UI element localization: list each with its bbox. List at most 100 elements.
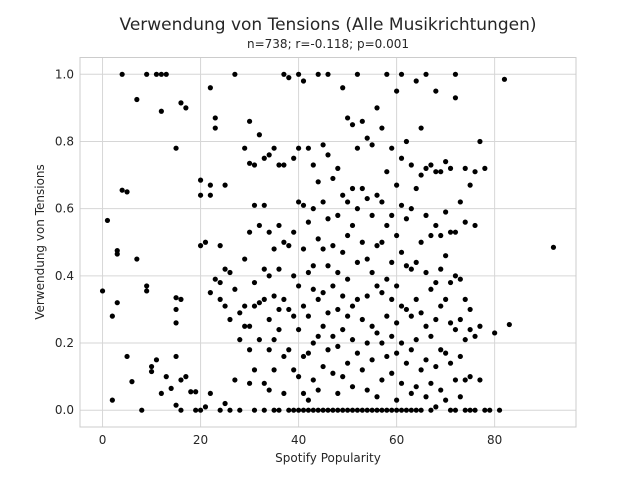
data-point <box>261 296 267 302</box>
data-point <box>418 310 424 316</box>
data-point <box>550 244 557 250</box>
data-point <box>389 296 395 302</box>
data-point <box>251 407 258 413</box>
data-point <box>443 350 449 356</box>
data-point <box>413 407 419 413</box>
data-point <box>487 407 493 413</box>
data-point <box>291 313 297 319</box>
data-point <box>345 199 351 205</box>
data-point <box>438 266 444 272</box>
data-point <box>398 303 405 309</box>
data-point <box>364 387 370 393</box>
data-point <box>251 162 258 168</box>
data-point <box>379 340 385 346</box>
data-point <box>359 407 365 413</box>
data-point <box>183 105 189 111</box>
data-point <box>413 78 419 84</box>
data-point <box>197 407 204 413</box>
data-point <box>325 263 331 269</box>
data-point <box>153 71 160 77</box>
data-point <box>320 142 326 148</box>
x-tick-label: 60 <box>389 433 404 447</box>
data-point <box>369 212 375 218</box>
data-point <box>291 229 297 235</box>
data-point <box>477 323 483 329</box>
data-point <box>447 320 454 326</box>
data-point <box>428 380 434 386</box>
data-point <box>310 340 316 346</box>
data-point <box>222 182 228 188</box>
data-point <box>492 330 498 336</box>
data-point <box>374 283 380 289</box>
data-point <box>276 162 282 168</box>
data-point <box>281 71 287 77</box>
data-point <box>423 357 429 363</box>
data-point <box>379 290 385 296</box>
data-point <box>207 182 213 188</box>
data-point <box>443 159 449 165</box>
data-point <box>389 407 395 413</box>
data-point <box>158 71 164 77</box>
data-point <box>438 303 444 309</box>
data-point <box>129 379 135 385</box>
data-point <box>246 323 253 329</box>
data-point <box>286 243 292 249</box>
chart-title: Verwendung von Tensions (Alle Musikricht… <box>120 15 537 35</box>
data-point <box>173 402 179 408</box>
data-point <box>472 169 478 175</box>
data-point <box>300 202 307 208</box>
data-point <box>394 320 400 326</box>
data-point <box>398 407 405 413</box>
data-point <box>413 185 419 192</box>
x-tick-labels: 0 20 40 60 80 <box>99 433 503 447</box>
data-point <box>398 249 405 255</box>
data-point <box>349 222 356 229</box>
grid-layer <box>80 57 576 427</box>
data-point <box>119 71 125 77</box>
data-point <box>340 85 346 91</box>
data-point <box>305 350 311 356</box>
data-point <box>394 397 400 403</box>
data-point <box>310 206 316 212</box>
data-point <box>398 340 405 346</box>
data-point <box>389 259 395 265</box>
data-point <box>467 374 473 380</box>
data-point <box>271 246 277 252</box>
data-point <box>349 185 356 192</box>
data-point <box>300 407 307 413</box>
data-point <box>443 296 449 302</box>
data-point <box>173 295 179 301</box>
data-point <box>457 353 463 360</box>
data-point <box>300 390 307 397</box>
data-point <box>389 145 395 151</box>
data-point <box>433 316 439 323</box>
data-point <box>457 316 463 323</box>
data-point <box>291 407 297 413</box>
data-point <box>134 96 140 103</box>
data-point <box>477 377 483 383</box>
data-point <box>340 326 346 333</box>
data-point <box>359 118 365 124</box>
data-point <box>325 347 331 353</box>
data-point <box>300 303 307 309</box>
data-point <box>433 88 439 94</box>
data-point <box>462 377 468 383</box>
data-point <box>403 138 410 145</box>
data-point <box>452 377 459 383</box>
data-point <box>384 313 390 319</box>
data-point <box>237 310 243 316</box>
y-tick-label: 0.4 <box>55 269 74 283</box>
data-point <box>330 283 336 289</box>
x-tick-label: 20 <box>193 433 208 447</box>
data-point <box>256 222 262 229</box>
data-point <box>286 75 292 81</box>
data-point <box>340 293 346 299</box>
data-point <box>217 279 223 286</box>
data-point <box>418 367 424 373</box>
data-point <box>291 273 297 279</box>
data-point <box>330 243 336 249</box>
data-point <box>227 316 233 323</box>
data-point <box>354 296 361 302</box>
data-point <box>340 249 346 255</box>
data-point <box>163 71 169 77</box>
